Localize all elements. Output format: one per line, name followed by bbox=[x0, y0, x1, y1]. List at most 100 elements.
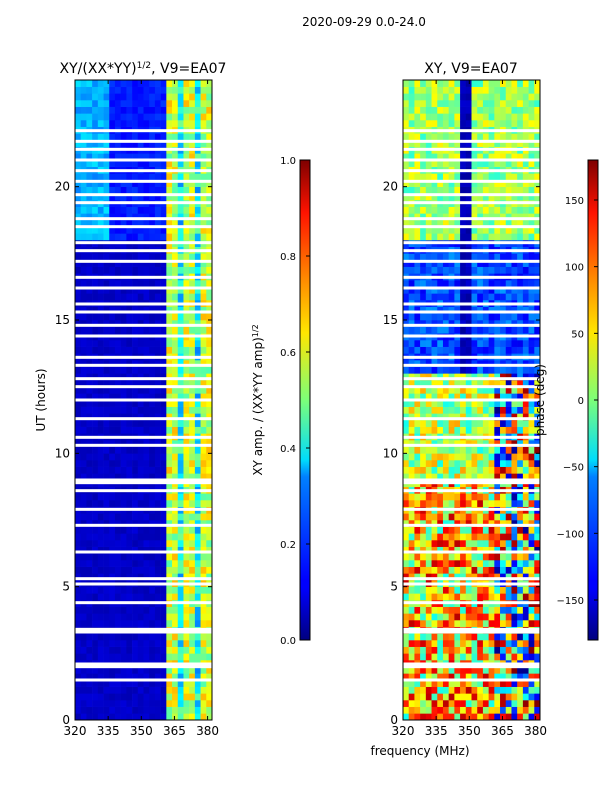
y-tick-label: 0 bbox=[390, 713, 398, 727]
heatmap-phase-cell bbox=[482, 673, 489, 681]
heatmap-amplitude-cell bbox=[109, 266, 116, 274]
heatmap-phase-cell bbox=[442, 413, 449, 421]
heatmap-amplitude-cell bbox=[92, 500, 99, 507]
heatmap-amplitude-cell bbox=[160, 180, 167, 187]
heatmap-phase-cell bbox=[534, 360, 541, 367]
heatmap-amplitude-cell bbox=[132, 373, 139, 381]
heatmap-phase-cell bbox=[505, 640, 512, 647]
heatmap-phase-cell bbox=[534, 326, 541, 334]
heatmap-amplitude-cell bbox=[166, 446, 173, 454]
heatmap-amplitude-cell bbox=[183, 213, 190, 221]
heatmap-phase-cell bbox=[460, 633, 467, 641]
heatmap-phase-cell bbox=[425, 406, 432, 414]
heatmap-amplitude-cell bbox=[97, 453, 104, 461]
heatmap-phase-cell bbox=[505, 500, 512, 507]
heatmap-amplitude-cell bbox=[200, 606, 207, 614]
heatmap-phase-cell bbox=[414, 320, 421, 327]
heatmap-amplitude-cell bbox=[149, 266, 156, 274]
heatmap-amplitude-cell bbox=[143, 680, 150, 687]
heatmap-phase-cell bbox=[420, 366, 427, 374]
heatmap-phase-cell bbox=[517, 326, 524, 334]
heatmap-phase-cell bbox=[442, 440, 449, 447]
heatmap-phase-cell bbox=[517, 493, 524, 501]
heatmap-phase-cell bbox=[488, 633, 495, 641]
heatmap-phase-cell bbox=[534, 153, 541, 161]
heatmap-amplitude-cell bbox=[109, 346, 116, 354]
heatmap-amplitude-cell bbox=[103, 293, 110, 301]
heatmap-phase-cell bbox=[477, 106, 484, 114]
heatmap-phase-cell bbox=[437, 460, 444, 467]
heatmap-phase-cell bbox=[505, 706, 512, 714]
heatmap-amplitude-cell bbox=[92, 540, 99, 547]
heatmap-phase-cell bbox=[511, 286, 518, 294]
heatmap-phase-cell bbox=[454, 326, 461, 334]
heatmap-amplitude-cell bbox=[194, 386, 201, 394]
heatmap-amplitude-cell bbox=[137, 180, 144, 187]
heatmap-amplitude-cell bbox=[154, 533, 161, 541]
heatmap-phase-cell bbox=[517, 533, 524, 541]
heatmap-amplitude-cell bbox=[160, 553, 167, 561]
heatmap-amplitude-cell bbox=[189, 360, 196, 367]
heatmap-amplitude-cell bbox=[166, 640, 173, 647]
heatmap-phase-cell bbox=[442, 93, 449, 101]
heatmap-amplitude-cell bbox=[126, 393, 133, 401]
heatmap-phase-cell bbox=[403, 693, 410, 701]
heatmap-amplitude-cell bbox=[194, 533, 201, 541]
heatmap-phase-cell bbox=[488, 160, 495, 167]
heatmap-phase-cell bbox=[442, 306, 449, 314]
heatmap-phase-cell bbox=[442, 380, 449, 387]
heatmap-amplitude-cell bbox=[126, 540, 133, 547]
heatmap-phase-cell bbox=[471, 540, 478, 547]
heatmap-amplitude-cell bbox=[194, 606, 201, 614]
heatmap-phase-cell bbox=[500, 100, 507, 107]
heatmap-phase-cell bbox=[420, 473, 427, 481]
heatmap-amplitude-cell bbox=[206, 226, 213, 234]
heatmap-amplitude-cell bbox=[149, 413, 156, 421]
x-tick-label: 335 bbox=[97, 724, 120, 738]
heatmap-phase-cell bbox=[465, 520, 472, 527]
heatmap-phase-cell bbox=[454, 180, 461, 187]
heatmap-phase-cell bbox=[431, 553, 438, 561]
heatmap-phase-cell bbox=[437, 100, 444, 107]
heatmap-phase-cell bbox=[482, 286, 489, 294]
heatmap-amplitude-cell bbox=[114, 453, 121, 461]
heatmap-amplitude-cell bbox=[126, 206, 133, 214]
heatmap-amplitude-cell bbox=[206, 713, 213, 721]
heatmap-phase-cell bbox=[522, 453, 529, 461]
heatmap-amplitude-cell bbox=[189, 666, 196, 674]
heatmap-amplitude-cell bbox=[166, 220, 173, 227]
heatmap-phase-cell bbox=[454, 366, 461, 374]
heatmap-amplitude-cell bbox=[160, 633, 167, 641]
heatmap-amplitude-cell bbox=[172, 620, 179, 627]
heatmap-amplitude-cell bbox=[97, 700, 104, 707]
heatmap-phase-cell bbox=[414, 120, 421, 127]
heatmap-phase-cell bbox=[448, 260, 455, 267]
heatmap-phase-cell bbox=[488, 306, 495, 314]
heatmap-amplitude-cell bbox=[132, 673, 139, 681]
heatmap-amplitude-cell bbox=[92, 206, 99, 214]
heatmap-phase-cell bbox=[420, 140, 427, 147]
heatmap-amplitude-cell bbox=[109, 426, 116, 434]
heatmap-amplitude-cell bbox=[172, 140, 179, 147]
heatmap-amplitude-cell bbox=[200, 466, 207, 474]
heatmap-amplitude-cell bbox=[172, 113, 179, 121]
heatmap-amplitude-cell bbox=[137, 386, 144, 394]
heatmap-amplitude-cell bbox=[194, 326, 201, 334]
heatmap-amplitude-cell bbox=[103, 693, 110, 701]
heatmap-amplitude-cell bbox=[172, 426, 179, 434]
heatmap-amplitude-cell bbox=[80, 133, 87, 141]
heatmap-amplitude-cell bbox=[80, 326, 87, 334]
heatmap-amplitude-cell bbox=[126, 680, 133, 687]
heatmap-amplitude-cell bbox=[86, 620, 93, 627]
heatmap-amplitude-cell bbox=[86, 680, 93, 687]
heatmap-phase-cell bbox=[482, 106, 489, 114]
heatmap-amplitude-cell bbox=[177, 706, 184, 714]
heatmap-phase-cell bbox=[534, 686, 541, 694]
heatmap-phase-cell bbox=[460, 373, 467, 381]
heatmap-amplitude-cell bbox=[189, 473, 196, 481]
heatmap-phase-cell bbox=[528, 186, 535, 194]
heatmap-amplitude-cell bbox=[149, 160, 156, 167]
heatmap-phase-cell bbox=[414, 160, 421, 167]
heatmap-amplitude-cell bbox=[109, 466, 116, 474]
heatmap-phase-cell bbox=[408, 360, 415, 367]
